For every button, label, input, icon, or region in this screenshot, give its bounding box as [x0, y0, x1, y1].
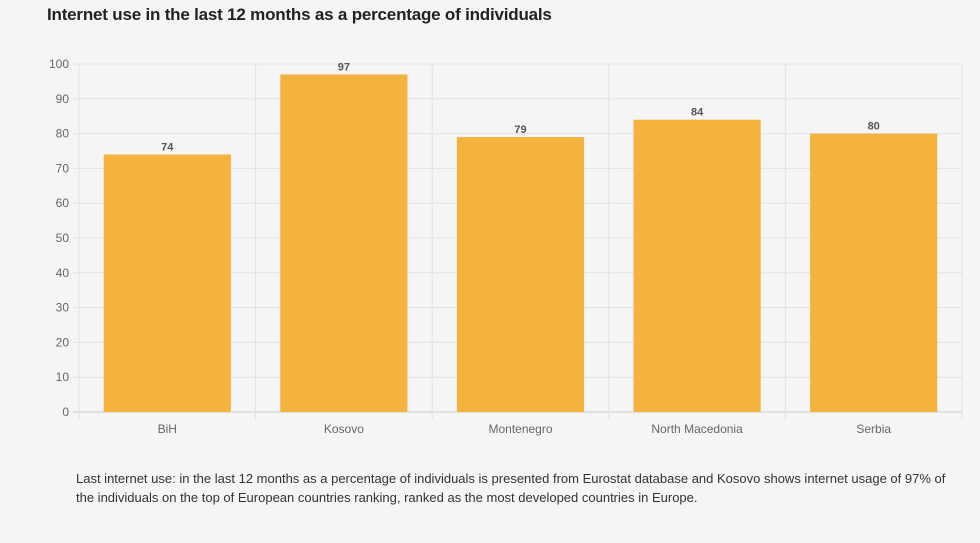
- data-label: 84: [691, 107, 704, 119]
- bar-chart: 0 10 20 30 40 50 60 70 80 90 100 74 BiH 97 Kosovo 79 Mon…: [49, 57, 963, 436]
- y-tick-label: 60: [56, 196, 70, 210]
- x-tick-label: BiH: [158, 422, 177, 436]
- y-tick-label: 30: [56, 301, 70, 315]
- y-tick-label: 90: [56, 92, 70, 106]
- bar: [280, 74, 408, 412]
- data-label: 80: [868, 121, 880, 133]
- chart-caption: Last internet use: in the last 12 months…: [76, 471, 946, 505]
- y-tick-label: 40: [56, 266, 70, 280]
- y-tick-label: 20: [56, 335, 70, 349]
- data-label: 79: [514, 124, 526, 136]
- x-tick-label: Montenegro: [488, 422, 552, 436]
- y-tick-label: 80: [56, 127, 70, 141]
- label-layer: 0 10 20 30 40 50 60 70 80 90 100 74 BiH 97 Kosovo 79 Mon…: [49, 57, 891, 436]
- bar-layer: [103, 74, 938, 413]
- y-tick-label: 50: [56, 231, 70, 245]
- bar: [456, 137, 585, 412]
- x-tick-label: North Macedonia: [651, 422, 743, 436]
- y-tick-label: 70: [56, 161, 70, 175]
- y-tick-label: 10: [56, 370, 70, 384]
- data-label: 74: [161, 141, 174, 153]
- x-tick-label: Serbia: [856, 422, 891, 436]
- chart-title: Internet use in the last 12 months as a …: [47, 5, 552, 24]
- x-tick-label: Kosovo: [324, 422, 364, 436]
- data-label: 97: [338, 61, 350, 73]
- y-tick-label: 0: [62, 405, 69, 419]
- y-tick-label: 100: [49, 57, 69, 71]
- bar: [810, 133, 938, 412]
- bar: [103, 154, 231, 413]
- bar: [633, 119, 761, 413]
